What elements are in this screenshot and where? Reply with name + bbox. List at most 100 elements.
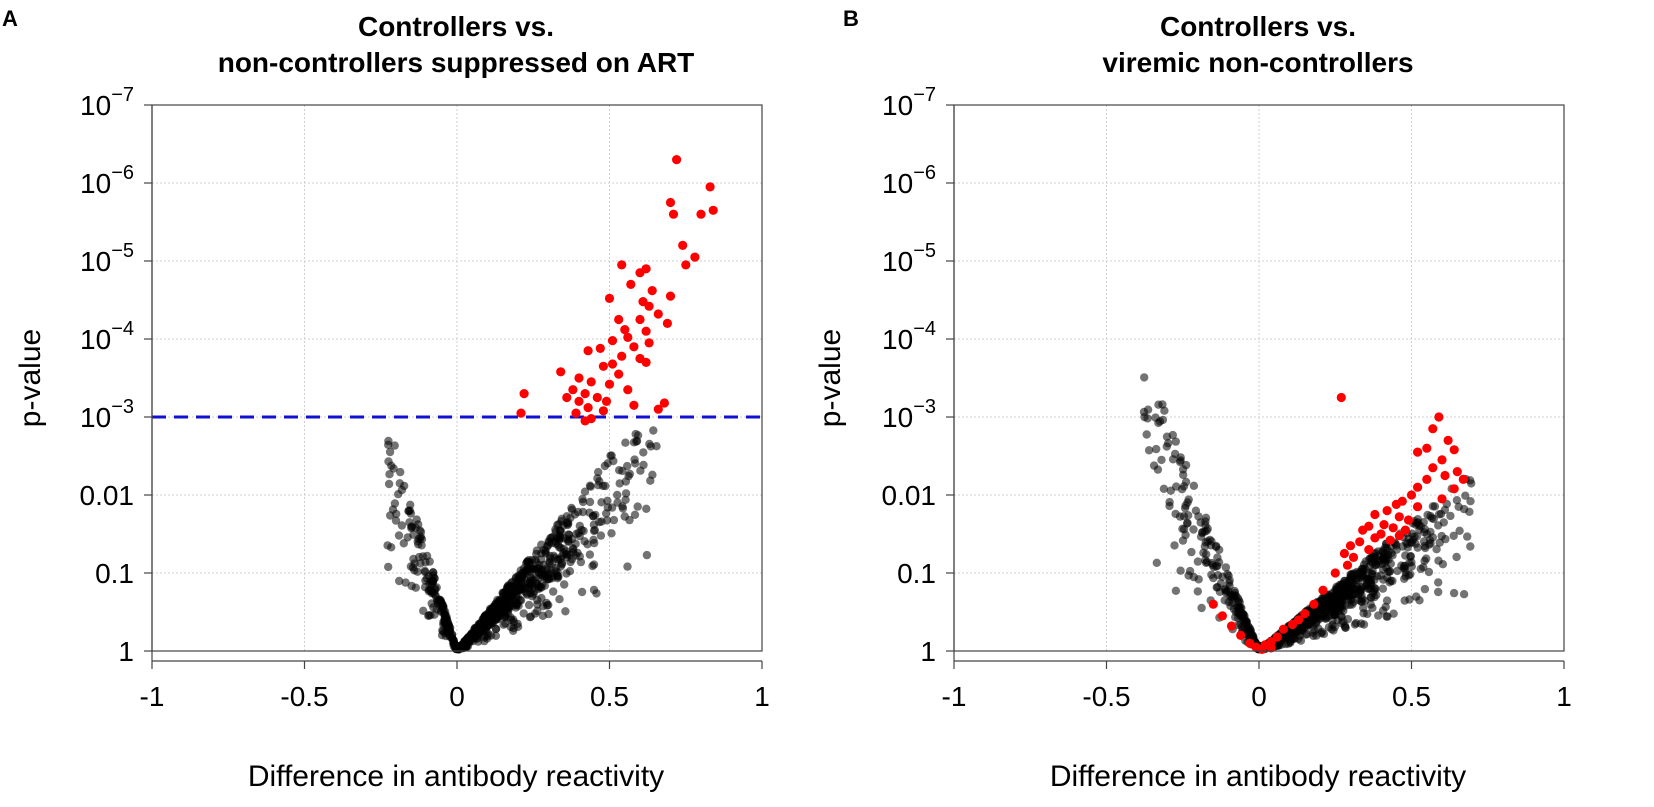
background-point <box>1225 581 1234 591</box>
background-point <box>1434 578 1443 587</box>
significant-point <box>662 318 673 328</box>
background-point <box>427 599 436 608</box>
background-point <box>411 583 420 592</box>
background-point <box>1189 481 1199 490</box>
y-tick-label: 0.1 <box>95 558 134 589</box>
background-point <box>395 479 404 488</box>
background-point <box>618 466 627 476</box>
background-point <box>551 567 560 576</box>
y-tick-label: 1 <box>118 636 134 667</box>
significant-point <box>629 400 639 410</box>
background-point <box>384 457 393 466</box>
background-point <box>1341 623 1350 632</box>
background-point <box>585 497 595 507</box>
panel-b-title-line-1: Controllers vs. <box>1160 11 1356 42</box>
background-point <box>526 612 535 621</box>
background-point <box>390 441 399 450</box>
significant-point <box>668 209 679 219</box>
background-point <box>513 619 522 629</box>
background-point <box>1176 566 1185 575</box>
background-point <box>524 600 534 610</box>
background-point <box>512 576 522 586</box>
significant-point <box>626 279 636 289</box>
background-point <box>585 550 595 559</box>
significant-point <box>1391 499 1401 509</box>
background-point <box>642 550 652 560</box>
background-point <box>1201 517 1210 526</box>
background-point <box>1359 560 1369 569</box>
significant-point <box>1403 515 1414 525</box>
background-point <box>1215 545 1224 554</box>
y-tick-label: 10−5 <box>80 240 134 277</box>
significant-point <box>586 377 596 387</box>
background-point <box>384 436 393 446</box>
x-tick-label: -0.5 <box>280 681 328 712</box>
background-point <box>1466 542 1475 551</box>
background-point <box>534 584 543 594</box>
background-point <box>625 469 634 479</box>
background-point <box>1168 455 1178 464</box>
significant-point <box>1382 506 1392 516</box>
background-point <box>443 625 452 634</box>
background-point <box>1319 611 1328 620</box>
background-point <box>1140 412 1149 422</box>
background-point <box>1183 519 1192 528</box>
background-point <box>1171 509 1180 519</box>
background-point <box>1381 602 1390 612</box>
y-tick-label: 0.01 <box>882 480 937 511</box>
background-point <box>384 479 394 489</box>
background-point <box>424 611 433 620</box>
background-point <box>1400 561 1410 571</box>
significant-point <box>644 338 654 348</box>
y-tick-label: 10−7 <box>882 84 936 121</box>
significant-point <box>617 260 627 270</box>
background-point <box>630 510 640 519</box>
background-point <box>421 576 430 585</box>
background-point <box>1231 613 1240 622</box>
background-point <box>1244 622 1253 631</box>
significant-point <box>1370 509 1380 520</box>
background-point <box>1168 430 1178 440</box>
background-point <box>1178 536 1188 545</box>
y-tick-label: 0.01 <box>80 480 135 511</box>
significant-point <box>672 155 682 165</box>
background-point <box>499 589 508 598</box>
background-point <box>394 531 404 540</box>
background-point <box>557 551 567 561</box>
background-point <box>504 603 513 613</box>
background-point <box>1323 603 1332 612</box>
background-point <box>1352 574 1362 583</box>
background-point <box>1303 630 1312 639</box>
panel-b-x-ticks: -1 -0.5 0 0.5 1 <box>942 661 1572 712</box>
significant-point <box>1355 537 1365 547</box>
background-point <box>1401 551 1410 560</box>
background-point <box>1424 567 1434 577</box>
background-point <box>1200 542 1210 551</box>
x-tick-label: 0 <box>449 681 465 712</box>
background-point <box>1459 590 1469 599</box>
background-point <box>1179 512 1189 521</box>
background-point <box>1382 612 1391 621</box>
y-tick-label: 10−4 <box>80 318 134 355</box>
panel-a-significant-points <box>516 155 718 426</box>
background-point <box>1328 620 1337 630</box>
background-point <box>575 552 584 561</box>
background-point <box>1158 400 1167 409</box>
background-point <box>1454 502 1463 511</box>
background-point <box>1432 545 1441 554</box>
significant-point <box>1348 552 1359 563</box>
background-point <box>596 531 606 540</box>
background-point <box>597 517 606 526</box>
background-point <box>532 546 542 555</box>
background-point <box>409 554 418 564</box>
background-point <box>1341 589 1350 598</box>
background-point <box>621 495 630 504</box>
background-point <box>422 551 432 561</box>
panel-a-x-axis-label: Difference in antibody reactivity <box>248 760 664 793</box>
background-point <box>589 560 599 569</box>
background-point <box>1286 631 1295 640</box>
significant-point <box>1388 523 1398 533</box>
background-point <box>1149 461 1159 470</box>
background-point <box>424 586 433 596</box>
background-point <box>410 566 419 575</box>
